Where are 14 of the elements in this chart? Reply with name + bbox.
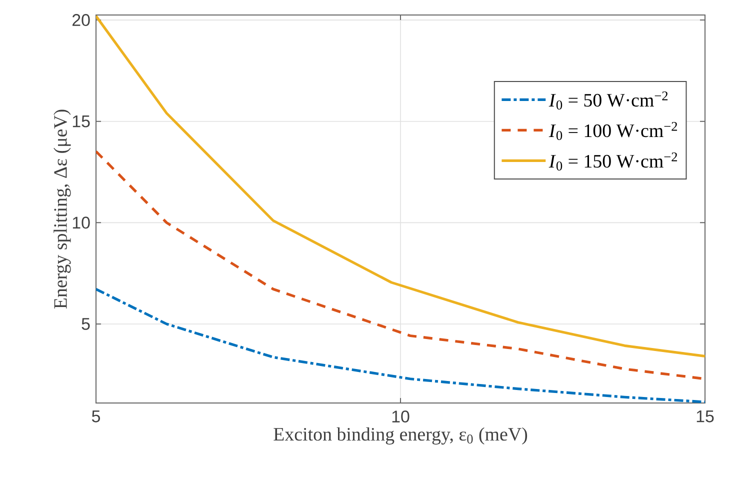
x-tick-label: 15	[696, 410, 714, 422]
legend-label: I$_{0}$ = 50 W·cm$^{−2}$	[548, 91, 668, 110]
x-tick-label: 5	[92, 410, 100, 422]
line-series	[96, 14, 706, 358]
y-tick-label: 10	[72, 216, 90, 229]
legend-label: I$_{0}$ = 100 W·cm$^{−2}$	[548, 122, 678, 140]
y-tick-label: 5	[82, 318, 90, 330]
x-axis-title: Exciton binding energy, ε$_{0}$ (meV)	[274, 427, 528, 445]
y-tick-label: 15	[72, 115, 90, 128]
y-axis-title: Energy splitting, Δε (μeV)	[54, 110, 71, 309]
line-series	[96, 288, 706, 403]
legend-label: I$_{0}$ = 150 W·cm$^{−2}$	[548, 152, 678, 170]
x-tick-label: 10	[392, 410, 410, 423]
y-tick-label: 20	[72, 14, 90, 26]
